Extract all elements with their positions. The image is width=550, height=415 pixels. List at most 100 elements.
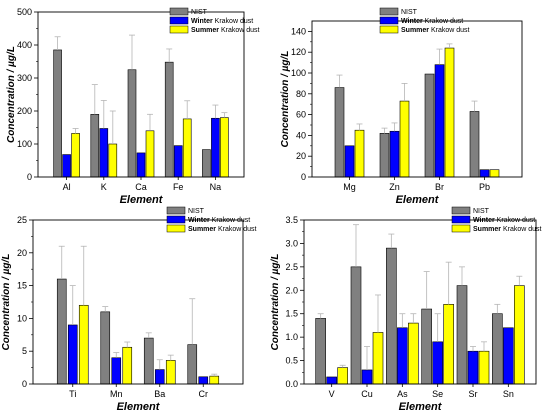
bar-summer-sr: [478, 350, 490, 385]
y-tick-label: 400: [17, 40, 32, 50]
x-tick-label: Na: [210, 182, 222, 192]
legend: NIST Winter Krakow dust Summer Krakow dust: [169, 7, 260, 34]
y-tick-label: 200: [17, 106, 32, 116]
legend-label-nist: NIST: [473, 208, 490, 215]
y-axis-label: Concentration / µg/L: [270, 254, 281, 351]
y-tick-label: 80: [296, 89, 306, 99]
legend-swatch-nist: [379, 7, 399, 16]
legend-season: Winter: [188, 217, 210, 224]
y-tick-label: 25: [17, 215, 27, 225]
bar-nist-al: [53, 49, 62, 178]
legend-label-nist: NIST: [188, 208, 205, 215]
legend-label-summer: Summer Krakow dust: [188, 226, 257, 233]
legend-swatch-nist: [166, 206, 186, 215]
y-tick-label: 2.5: [285, 262, 298, 272]
y-tick-label: 0: [27, 172, 32, 182]
x-axis-label: Element: [117, 401, 161, 413]
bar-summer-k: [108, 143, 118, 178]
legend-season: Summer: [473, 226, 501, 233]
y-tick-label: 10: [17, 313, 27, 323]
x-tick-label: Sr: [469, 389, 478, 399]
legend-text: NIST: [188, 208, 205, 215]
bar-nist-sr: [456, 285, 468, 385]
bar-nist-na: [202, 149, 211, 178]
bar-summer-as: [408, 322, 419, 385]
legend-text: Krakow dust: [423, 18, 464, 25]
legend-season: Winter: [191, 18, 213, 25]
legend-swatch-winter: [451, 215, 471, 224]
x-tick-label: Pb: [479, 182, 490, 192]
x-axis-label: Element: [120, 194, 164, 206]
legend-label-nist: NIST: [191, 9, 208, 16]
x-tick-label: Zn: [389, 182, 400, 192]
bar-summer-ca: [145, 130, 155, 178]
bar-winter-ca: [136, 152, 146, 178]
bar-winter-cu: [361, 369, 373, 385]
bar-nist-fe: [164, 61, 174, 178]
y-tick-label: 100: [17, 139, 32, 149]
legend-text: NIST: [191, 9, 208, 16]
y-tick-label: 15: [17, 281, 27, 291]
x-axis-label: Element: [399, 401, 443, 413]
legend-label-nist: NIST: [401, 9, 418, 16]
y-tick-label: 5: [22, 346, 27, 356]
x-tick-label: V: [329, 389, 335, 399]
y-tick-label: 20: [296, 151, 306, 161]
bar-nist-mn: [100, 311, 111, 385]
legend-swatch-winter: [379, 16, 399, 25]
bar-winter-mg: [344, 145, 355, 178]
legend-swatch-summer: [169, 25, 189, 34]
legend-swatch-summer: [379, 25, 399, 34]
chart-panel-1: Al K Ca Fe Na 0 100 200 300 400 500 Element Concentr…: [6, 7, 260, 206]
bar-summer-pb: [489, 169, 500, 178]
y-tick-label: 140: [291, 26, 306, 36]
y-tick-label: 2.0: [285, 285, 298, 295]
bar-summer-mn: [122, 346, 133, 385]
bar-nist-se: [421, 308, 432, 385]
bar-summer-fe: [182, 118, 192, 178]
y-tick-label: 0.5: [285, 356, 298, 366]
bar-winter-cr: [198, 376, 209, 385]
legend-label-winter: Winter Krakow dust: [401, 18, 463, 25]
bar-summer-ba: [165, 360, 176, 385]
y-axis-label: Concentration / µg/L: [280, 51, 291, 148]
legend-text: Krakow dust: [216, 226, 257, 233]
bar-winter-v: [326, 376, 337, 385]
bar-winter-pb: [479, 169, 490, 178]
bar-summer-sn: [514, 285, 525, 385]
legend-label-summer: Summer Krakow dust: [191, 27, 260, 34]
x-tick-label: K: [101, 182, 107, 192]
legend-text: Krakow dust: [210, 217, 251, 224]
y-tick-label: 100: [291, 68, 306, 78]
x-tick-label: Br: [435, 182, 444, 192]
bar-winter-mn: [111, 357, 122, 385]
bar-summer-cu: [372, 332, 384, 385]
bar-winter-k: [99, 128, 109, 178]
x-tick-label: Ba: [154, 389, 165, 399]
bar-nist-sn: [492, 313, 503, 385]
legend-text: Krakow dust: [213, 18, 254, 25]
legend-swatch-winter: [169, 16, 189, 25]
legend-swatch-nist: [451, 206, 471, 215]
bar-winter-sn: [503, 327, 514, 385]
bar-nist-pb: [469, 111, 480, 178]
bar-nist-ti: [56, 278, 67, 385]
bar-nist-v: [315, 318, 326, 385]
x-tick-label: Mg: [343, 182, 356, 192]
bar-summer-ti: [78, 304, 89, 385]
bar-nist-zn: [379, 133, 390, 178]
bar-nist-cu: [350, 266, 362, 385]
bar-winter-br: [434, 64, 445, 178]
chart-panel-3: Ti Mn Ba Cr 0 5 10 15 20 25 Element Concentration /…: [1, 206, 257, 413]
x-tick-label: Al: [63, 182, 71, 192]
x-tick-label: Cu: [361, 389, 373, 399]
legend-text: Krakow dust: [495, 217, 536, 224]
y-tick-label: 1.0: [285, 332, 298, 342]
bar-winter-zn: [389, 130, 400, 178]
bar-summer-mg: [354, 129, 365, 178]
bar-summer-se: [443, 304, 454, 385]
legend-text: NIST: [473, 208, 490, 215]
x-tick-label: Fe: [173, 182, 184, 192]
